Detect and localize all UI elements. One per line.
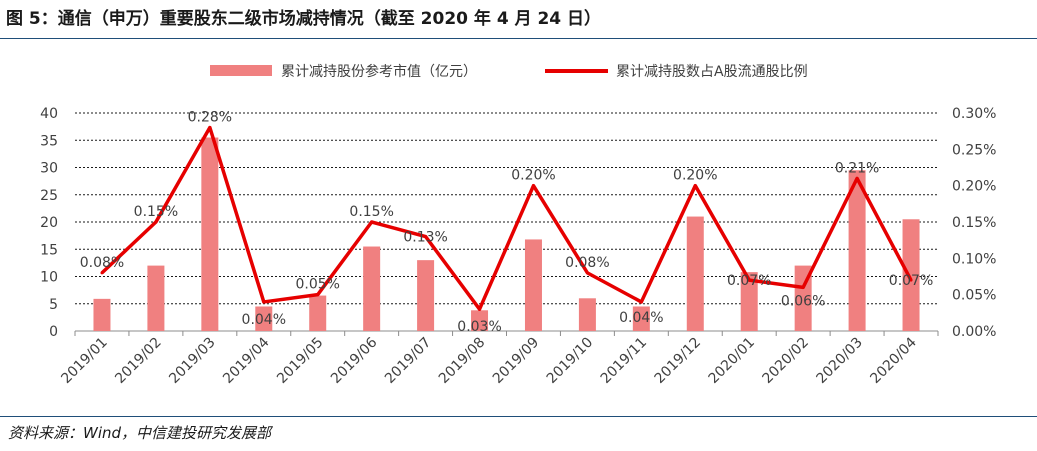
line-point [100,271,104,275]
line-point [478,307,482,311]
line-point [855,176,859,180]
x-tick-label: 2019/04 [220,334,273,387]
legend-bar-label: 累计减持股份参考市值（亿元） [281,63,477,80]
data-label: 0.15% [349,204,393,220]
source-note: 资料来源：Wind，中信建投研究发展部 [8,424,272,442]
x-tick-label: 2019/07 [382,335,434,387]
line-point [424,235,428,239]
legend-line-label: 累计减持股数占A股流通股比例 [616,64,808,80]
y-right-tick-label: 0.30% [952,106,996,122]
bar [471,310,489,331]
bar [417,260,435,331]
data-label: 0.15% [134,204,178,220]
legend-bar-swatch [210,65,272,76]
data-label: 0.13% [403,230,447,246]
data-labels: 0.08% 0.15% 0.28% 0.04% 0.05% 0.15% 0.13% 0.03%… [80,110,934,336]
bar [201,137,219,331]
line-series [100,125,913,311]
y-left-tick-label: 35 [40,133,58,149]
line-point [208,126,212,130]
x-tick-label: 2019/06 [328,334,381,387]
y-left-tick-label: 10 [40,270,58,286]
bar [902,219,920,331]
bar-series [93,137,920,331]
y-left-tick-label: 15 [40,242,58,258]
bar [578,298,596,331]
line-point [909,278,913,282]
line-point [154,220,158,224]
data-label: 0.04% [242,312,286,328]
x-tick-label: 2019/05 [274,335,326,387]
line-point [747,278,751,282]
bar [255,306,273,331]
x-tick-label: 2019/11 [598,335,650,387]
x-tick-label: 2019/02 [112,335,164,387]
bar [147,265,165,331]
line-point [531,184,535,188]
title-divider [0,38,1037,39]
x-tick-label: 2019/09 [490,335,542,387]
bar [93,298,111,331]
line-point [639,300,643,304]
line-path [100,125,913,311]
data-label: 0.28% [188,110,232,126]
line-point [585,271,589,275]
line-point [693,184,697,188]
bar [740,272,758,331]
x-tick-label: 2020/03 [813,335,865,387]
data-label: 0.08% [565,255,609,271]
bar [524,239,542,331]
x-tick-label: 2019/01 [58,335,110,387]
data-label: 0.05% [295,277,339,293]
line-point [370,220,374,224]
data-label: 0.08% [80,255,124,271]
footer-divider [0,416,1037,417]
chart-title: 图 5：通信（申万）重要股东二级市场减持情况（截至 2020 年 4 月 24 … [6,9,602,29]
data-label: 0.06% [781,293,825,309]
y-right-tick-label: 0.25% [952,142,996,158]
line-point [801,285,805,289]
bar [632,306,650,331]
y-right-tick-label: 0.20% [952,179,996,195]
bar [309,295,327,331]
legend: 累计减持股份参考市值（亿元） 累计减持股数占A股流通股比例 [210,63,808,80]
x-tick-label: 2019/10 [544,335,596,387]
bar [848,170,866,331]
data-label: 0.07% [889,273,933,289]
data-label: 0.04% [619,310,663,326]
y-left-tick-label: 25 [40,188,58,204]
y-left-tick-label: 20 [40,215,58,231]
data-label: 0.03% [457,319,501,335]
data-label: 0.21% [835,160,879,176]
x-tick-label: 2019/12 [652,335,704,387]
x-tick-label: 2019/08 [436,335,488,387]
y-left-tick-label: 5 [49,297,58,313]
y-right-tick-label: 0.15% [952,215,996,231]
y-left-tick-label: 40 [40,106,58,122]
y-right-tick-label: 0.00% [952,324,996,340]
bar [686,216,704,331]
y-left-tick-label: 30 [40,161,58,177]
y-right-tick-label: 0.05% [952,288,996,304]
data-label: 0.07% [727,273,771,289]
line-point [262,300,266,304]
x-tick-label: 2020/04 [867,334,920,387]
x-tick-label: 2020/02 [760,335,812,387]
y-left-tick-label: 0 [49,324,58,340]
data-label: 0.20% [673,168,717,184]
y-right-tick-label: 0.10% [952,251,996,267]
x-tick-label: 2019/03 [166,335,218,387]
bar [363,246,381,331]
line-point [316,293,320,297]
x-tick-label: 2020/01 [706,335,758,387]
data-label: 0.20% [511,168,555,184]
